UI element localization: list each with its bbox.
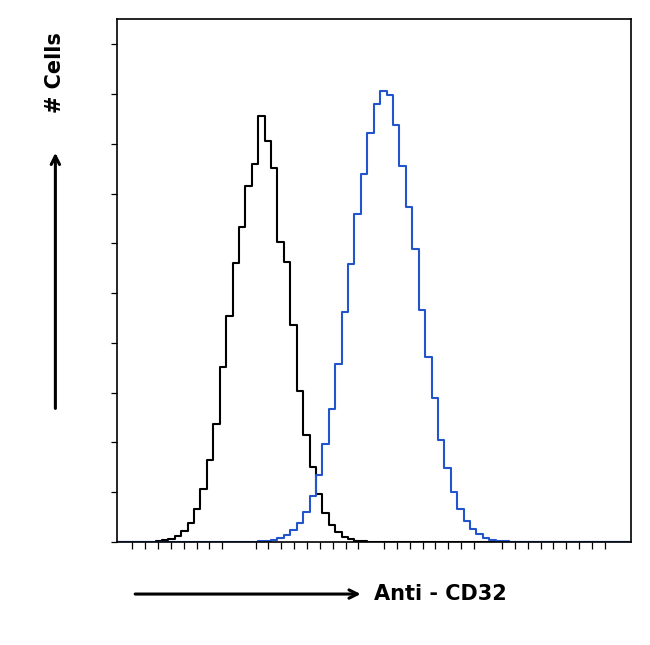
Text: # Cells: # Cells [46, 32, 66, 114]
Text: Anti - CD32: Anti - CD32 [374, 584, 506, 604]
